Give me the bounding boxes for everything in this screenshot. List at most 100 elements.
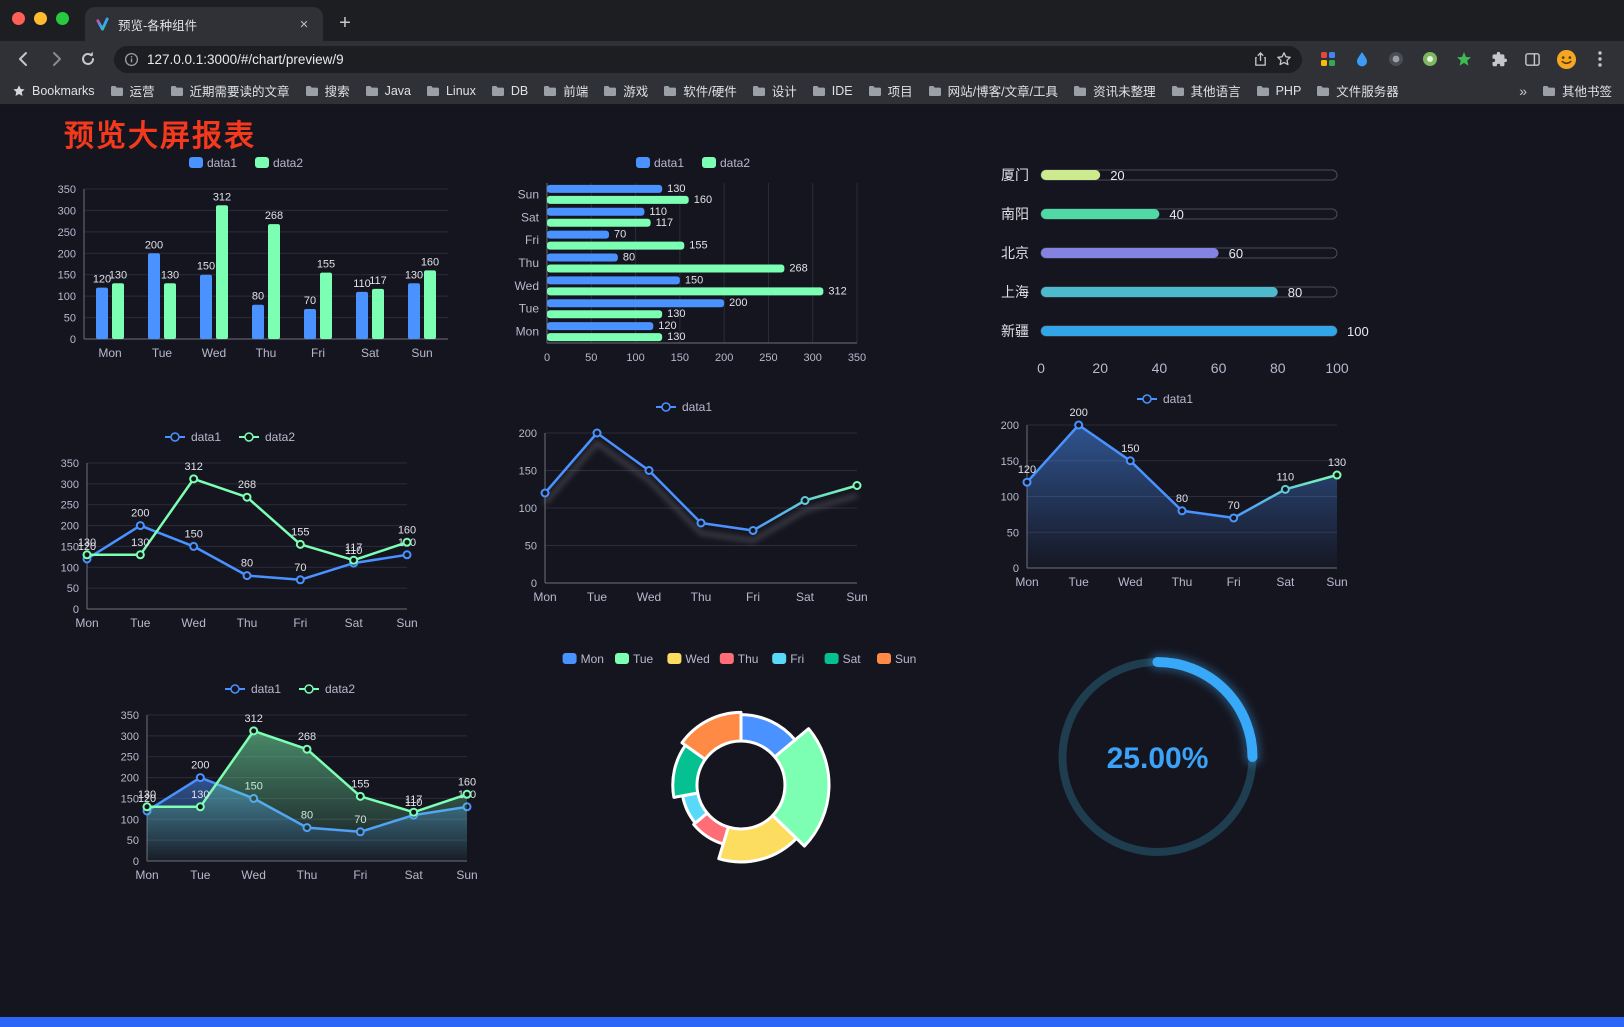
bookmark-label: 运营 bbox=[129, 85, 155, 99]
share-icon[interactable] bbox=[1253, 51, 1268, 67]
extensions-puzzle-icon[interactable] bbox=[1484, 45, 1512, 73]
svg-text:50: 50 bbox=[1007, 527, 1019, 539]
new-tab-button[interactable]: + bbox=[339, 11, 351, 34]
svg-text:Thu: Thu bbox=[738, 652, 759, 666]
svg-text:110: 110 bbox=[405, 797, 423, 809]
svg-text:130: 130 bbox=[667, 331, 685, 343]
url-text[interactable]: 127.0.0.1:3000/#/chart/preview/9 bbox=[147, 51, 344, 67]
address-bar[interactable]: 127.0.0.1:3000/#/chart/preview/9 bbox=[114, 45, 1302, 73]
tab-close-icon[interactable]: × bbox=[299, 15, 309, 33]
bookmark-item[interactable]: IDE bbox=[812, 84, 853, 98]
extension-darkcircle-icon[interactable] bbox=[1382, 45, 1410, 73]
bookmark-item[interactable]: 近期需要读的文章 bbox=[170, 81, 290, 100]
reload-button[interactable] bbox=[74, 45, 102, 73]
svg-text:268: 268 bbox=[238, 479, 256, 491]
svg-text:80: 80 bbox=[252, 291, 264, 303]
svg-text:110: 110 bbox=[1277, 471, 1295, 483]
svg-text:Tue: Tue bbox=[587, 590, 608, 604]
svg-text:160: 160 bbox=[458, 776, 476, 788]
bookmark-item[interactable]: 其他语言 bbox=[1171, 81, 1241, 100]
dashboard-page: 预览大屏报表 0 50 100 150 200 250 300 350 Mon Tue Wed Thu… bbox=[0, 105, 1624, 1027]
window-minimize-button[interactable] bbox=[34, 12, 47, 25]
svg-text:350: 350 bbox=[848, 352, 866, 364]
bookmark-item[interactable]: 运营 bbox=[110, 81, 155, 100]
bookmark-item[interactable]: 前端 bbox=[543, 81, 588, 100]
menu-kebab-icon[interactable] bbox=[1586, 45, 1614, 73]
bookmark-label: Java bbox=[384, 83, 411, 98]
svg-text:Tue: Tue bbox=[190, 868, 211, 882]
svg-text:130: 130 bbox=[131, 537, 149, 549]
extension-star-icon[interactable] bbox=[1450, 45, 1478, 73]
svg-text:130: 130 bbox=[78, 537, 96, 549]
tab-favicon bbox=[95, 16, 110, 32]
svg-text:150: 150 bbox=[519, 466, 537, 478]
bookmark-label: 项目 bbox=[887, 85, 913, 99]
svg-text:data1: data1 bbox=[191, 430, 221, 444]
back-button[interactable] bbox=[10, 45, 38, 73]
svg-text:Wed: Wed bbox=[637, 590, 661, 604]
bookmark-item[interactable]: 资讯未整理 bbox=[1073, 81, 1156, 100]
svg-text:155: 155 bbox=[689, 240, 707, 252]
svg-text:80: 80 bbox=[1270, 360, 1286, 376]
svg-text:Fri: Fri bbox=[353, 868, 367, 882]
extension-greencircle-icon[interactable] bbox=[1416, 45, 1444, 73]
extension-drop-icon[interactable] bbox=[1348, 45, 1376, 73]
svg-text:data1: data1 bbox=[251, 682, 281, 696]
svg-text:70: 70 bbox=[614, 229, 626, 241]
svg-text:50: 50 bbox=[525, 541, 537, 553]
bookmarks-manager-item[interactable]: Bookmarks bbox=[12, 84, 95, 98]
svg-text:120: 120 bbox=[138, 793, 156, 805]
svg-text:Fri: Fri bbox=[293, 616, 307, 630]
profile-avatar[interactable] bbox=[1552, 45, 1580, 73]
svg-text:40: 40 bbox=[1169, 207, 1183, 222]
svg-text:110: 110 bbox=[345, 545, 363, 557]
svg-text:50: 50 bbox=[64, 313, 76, 325]
svg-text:150: 150 bbox=[61, 541, 79, 553]
bookmark-label: IDE bbox=[831, 83, 853, 98]
svg-text:Mon: Mon bbox=[533, 590, 556, 604]
window-zoom-button[interactable] bbox=[56, 12, 69, 25]
bookmarks-overflow-chevron[interactable]: » bbox=[1519, 82, 1527, 99]
svg-text:data2: data2 bbox=[720, 156, 750, 170]
svg-text:data1: data1 bbox=[1163, 392, 1193, 406]
bookmark-star-icon[interactable] bbox=[1276, 51, 1292, 67]
bookmark-label: 搜索 bbox=[324, 85, 350, 99]
two-series-area-chart: 0 50 100 150 200 250 300 350 Mon Tue Wed Thu Fri Sat S… bbox=[105, 675, 483, 893]
extension-colorgrid-icon[interactable] bbox=[1314, 45, 1342, 73]
svg-text:0: 0 bbox=[133, 856, 139, 868]
svg-text:150: 150 bbox=[1001, 456, 1019, 468]
other-bookmarks-folder[interactable]: 其他书签 bbox=[1542, 81, 1612, 100]
side-panel-icon[interactable] bbox=[1518, 45, 1546, 73]
bookmark-item[interactable]: Linux bbox=[426, 84, 476, 98]
bookmark-item[interactable]: DB bbox=[491, 84, 528, 98]
bookmark-item[interactable]: PHP bbox=[1256, 84, 1301, 98]
bookmark-item[interactable]: 搜索 bbox=[305, 81, 350, 100]
window-close-button[interactable] bbox=[12, 12, 25, 25]
svg-text:300: 300 bbox=[121, 731, 139, 743]
browser-tab[interactable]: 预览-各种组件 × bbox=[85, 7, 323, 41]
svg-text:200: 200 bbox=[61, 521, 79, 533]
bookmark-item[interactable]: 游戏 bbox=[603, 81, 648, 100]
progress-bar-chart: 厦门 20 南阳 40 北京 60 上海 80 新疆 100 0 20 40 60 80 100 bbox=[985, 155, 1383, 390]
svg-text:150: 150 bbox=[685, 274, 703, 286]
svg-text:Sun: Sun bbox=[1326, 575, 1347, 589]
svg-text:Wed: Wed bbox=[202, 346, 226, 360]
svg-text:Thu: Thu bbox=[1172, 575, 1193, 589]
svg-text:150: 150 bbox=[1121, 443, 1139, 455]
svg-text:Wed: Wed bbox=[515, 279, 539, 293]
other-bookmarks-label: 其他书签 bbox=[1561, 85, 1612, 99]
svg-text:北京: 北京 bbox=[1001, 245, 1029, 261]
svg-text:200: 200 bbox=[145, 239, 163, 251]
bookmark-item[interactable]: 设计 bbox=[752, 81, 797, 100]
bookmark-item[interactable]: 项目 bbox=[868, 81, 913, 100]
bookmark-item[interactable]: 软件/硬件 bbox=[663, 81, 737, 100]
bookmark-item[interactable]: Java bbox=[365, 84, 411, 98]
svg-text:50: 50 bbox=[585, 352, 597, 364]
bookmark-item[interactable]: 网站/博客/文章/工具 bbox=[928, 81, 1058, 100]
svg-text:Fri: Fri bbox=[790, 652, 804, 666]
svg-text:Wed: Wed bbox=[241, 868, 265, 882]
site-info-icon[interactable] bbox=[124, 52, 139, 67]
bookmark-item[interactable]: 文件服务器 bbox=[1316, 81, 1399, 100]
extensions-row bbox=[1314, 45, 1614, 73]
forward-button[interactable] bbox=[42, 45, 70, 73]
